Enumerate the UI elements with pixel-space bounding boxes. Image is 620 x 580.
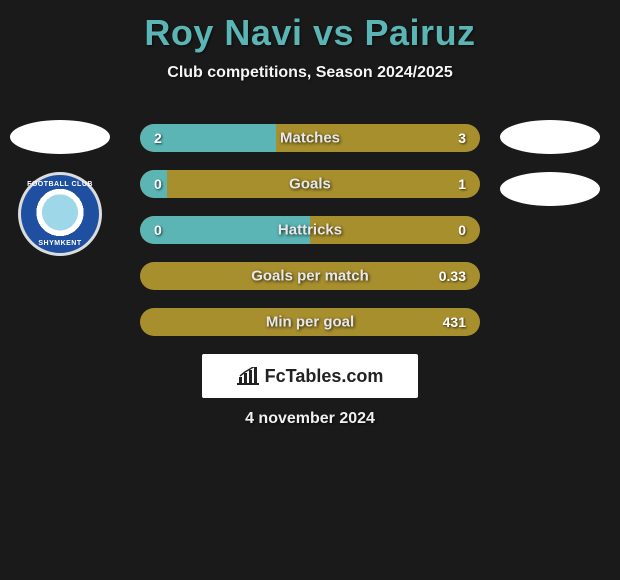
stat-right-value: 1 [458, 176, 466, 192]
right-badges-column [500, 120, 600, 206]
branding-text: FcTables.com [265, 366, 384, 387]
left-badges-column: FOOTBALL CLUB SHYMKENT [10, 120, 110, 256]
stat-right-value: 3 [458, 130, 466, 146]
club-badge-top-text: FOOTBALL CLUB [27, 181, 93, 188]
right-ellipse-badge-1 [500, 120, 600, 154]
stat-bar: 2 3 Matches [140, 124, 480, 152]
branding-prefix: Fc [265, 366, 286, 386]
stat-bar: 0 0 Hattricks [140, 216, 480, 244]
right-ellipse-badge-2 [500, 172, 600, 206]
stat-left-value: 0 [154, 222, 162, 238]
stat-left-value: 2 [154, 130, 162, 146]
stat-right-value: 431 [443, 314, 466, 330]
club-badge-bottom-text: SHYMKENT [38, 240, 81, 247]
left-ellipse-badge-1 [10, 120, 110, 154]
page-subtitle: Club competitions, Season 2024/2025 [0, 64, 620, 82]
chart-icon [237, 367, 259, 385]
footer-date: 4 november 2024 [245, 410, 375, 428]
stat-bar: 0 1 Goals [140, 170, 480, 198]
stat-right-value: 0 [458, 222, 466, 238]
stat-label: Goals [289, 176, 331, 193]
left-club-badge: FOOTBALL CLUB SHYMKENT [18, 172, 102, 256]
branding-box: FcTables.com [202, 354, 418, 398]
stat-bar: 0.33 Goals per match [140, 262, 480, 290]
stat-right-value: 0.33 [439, 268, 466, 284]
page-title: Roy Navi vs Pairuz [0, 0, 620, 54]
stat-bar: 431 Min per goal [140, 308, 480, 336]
stat-label: Matches [280, 130, 340, 147]
stat-label: Hattricks [278, 222, 342, 239]
branding-suffix: Tables.com [286, 366, 384, 386]
comparison-bars: 2 3 Matches 0 1 Goals 0 0 Hattricks 0.33 Goals per… [140, 124, 480, 336]
stat-left-value: 0 [154, 176, 162, 192]
stat-label: Min per goal [266, 314, 354, 331]
stat-label: Goals per match [251, 268, 369, 285]
